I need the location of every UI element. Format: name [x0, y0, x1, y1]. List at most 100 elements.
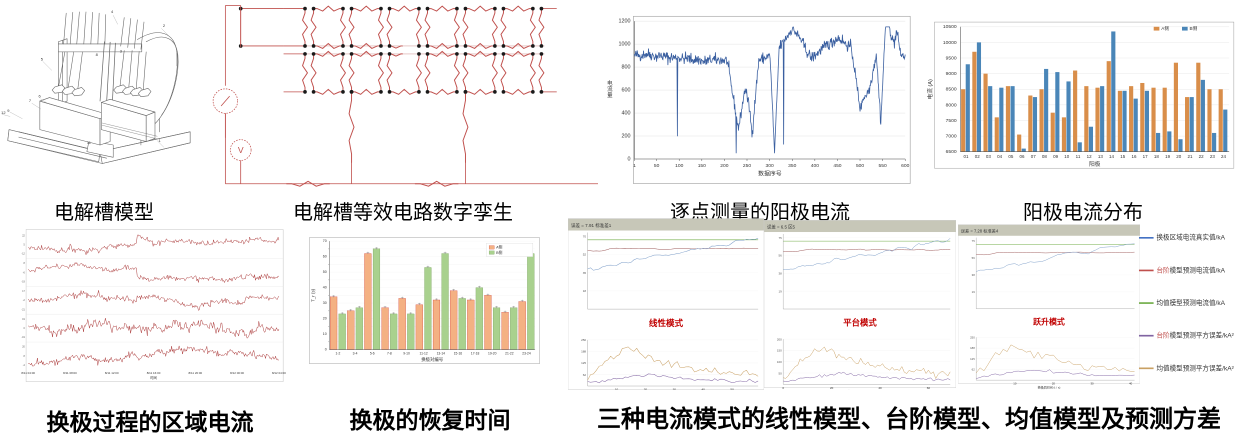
svg-text:40: 40 — [323, 286, 327, 290]
svg-text:40: 40 — [1129, 381, 1133, 385]
svg-text:阳极: 阳极 — [1089, 160, 1101, 168]
svg-text:B侧: B侧 — [1190, 25, 1198, 32]
svg-text:0: 0 — [628, 156, 631, 162]
svg-text:100: 100 — [777, 360, 782, 364]
svg-text:7: 7 — [29, 98, 31, 103]
svg-text:3-4: 3-4 — [353, 351, 358, 355]
svg-text:-21: -21 — [21, 309, 25, 311]
svg-text:800: 800 — [621, 65, 630, 71]
svg-text:08: 08 — [1042, 154, 1047, 159]
svg-text:50: 50 — [778, 371, 782, 375]
svg-text:60: 60 — [323, 255, 327, 259]
svg-text:换极区域电流真实值/kA: 换极区域电流真实值/kA — [1157, 233, 1226, 242]
svg-text:23-24: 23-24 — [522, 351, 531, 355]
svg-text:5: 5 — [24, 245, 26, 247]
svg-text:8000: 8000 — [946, 102, 957, 108]
svg-text:6500: 6500 — [946, 149, 957, 155]
svg-text:07: 07 — [1031, 154, 1036, 159]
svg-text:500: 500 — [856, 163, 864, 169]
svg-text:12: 12 — [1, 110, 5, 115]
svg-text:8/11 12:00: 8/11 12:00 — [105, 371, 119, 375]
svg-text:均值模型预测电流值/kA: 均值模型预测电流值/kA — [1157, 298, 1226, 307]
svg-text:-6: -6 — [23, 272, 26, 274]
svg-text:56: 56 — [972, 256, 976, 260]
svg-text:时间: 时间 — [150, 375, 157, 380]
svg-text:A侧: A侧 — [1161, 25, 1169, 32]
svg-text:62: 62 — [583, 373, 587, 377]
svg-text:01: 01 — [964, 154, 969, 159]
svg-text:8/11 04:00: 8/11 04:00 — [21, 371, 35, 375]
svg-text:125: 125 — [581, 361, 586, 365]
svg-text:30: 30 — [1091, 381, 1095, 385]
svg-text:17-18: 17-18 — [471, 351, 480, 355]
svg-text:35: 35 — [583, 271, 587, 275]
svg-text:-19: -19 — [21, 282, 25, 284]
svg-text:7500: 7500 — [946, 118, 957, 124]
svg-text:-12: -12 — [21, 254, 25, 256]
svg-text:-2: -2 — [23, 300, 26, 302]
svg-text:38: 38 — [972, 273, 976, 277]
svg-text:75: 75 — [972, 239, 976, 243]
svg-text:70: 70 — [323, 239, 327, 243]
svg-text:04: 04 — [997, 154, 1002, 159]
svg-text:13: 13 — [1098, 154, 1103, 159]
svg-text:400: 400 — [621, 111, 630, 117]
svg-text:19: 19 — [778, 289, 782, 293]
svg-text:7-8: 7-8 — [387, 351, 392, 355]
svg-text:24: 24 — [1221, 154, 1226, 159]
svg-text:量: 量 — [607, 92, 613, 99]
svg-text:9: 9 — [7, 108, 9, 113]
svg-text:换极后时间 (t / s): 换极后时间 (t / s) — [1038, 385, 1061, 390]
svg-text:19-20: 19-20 — [488, 351, 497, 355]
svg-text:20: 20 — [1052, 381, 1056, 385]
svg-text:16: 16 — [1131, 154, 1136, 159]
svg-text:62: 62 — [972, 368, 976, 372]
svg-text:20: 20 — [323, 317, 327, 321]
svg-text:13-14: 13-14 — [437, 351, 446, 355]
svg-text:11: 11 — [87, 140, 91, 145]
svg-text:05: 05 — [1008, 154, 1013, 159]
svg-text:7000: 7000 — [946, 134, 957, 140]
svg-text:误差 = 7.91 标准差1: 误差 = 7.91 标准差1 — [571, 222, 612, 229]
svg-text:125: 125 — [970, 357, 975, 361]
svg-text:8/11 16:00: 8/11 16:00 — [147, 371, 161, 375]
svg-text:03: 03 — [986, 154, 991, 159]
svg-text:300: 300 — [766, 163, 774, 169]
svg-text:06: 06 — [1020, 154, 1025, 159]
svg-text:误差 = 7.28 标准差4: 误差 = 7.28 标准差4 — [961, 227, 999, 234]
svg-text:52: 52 — [583, 253, 587, 257]
svg-text:V: V — [238, 145, 244, 155]
svg-text:50: 50 — [654, 163, 660, 169]
svg-text:400: 400 — [811, 163, 819, 169]
svg-text:250: 250 — [581, 338, 586, 342]
svg-text:150: 150 — [777, 349, 782, 353]
svg-text:电: 电 — [607, 79, 613, 87]
svg-text:12: 12 — [1087, 154, 1092, 159]
svg-text:14: 14 — [1109, 154, 1114, 159]
svg-text:T_r (s): T_r (s) — [311, 288, 316, 302]
svg-text:450: 450 — [833, 163, 841, 169]
svg-text:5-6: 5-6 — [370, 351, 375, 355]
svg-text:8: 8 — [24, 356, 26, 358]
svg-text:19: 19 — [972, 290, 976, 294]
svg-text:10500: 10500 — [943, 24, 957, 30]
svg-text:电流 (A): 电流 (A) — [926, 79, 934, 99]
svg-text:0: 0 — [325, 348, 327, 352]
svg-text:8500: 8500 — [946, 87, 957, 93]
svg-text:11: 11 — [1076, 154, 1081, 159]
svg-text:50: 50 — [730, 388, 734, 390]
svg-text:17: 17 — [22, 291, 25, 293]
svg-text:均值模型预测平方误差/kA²: 均值模型预测平方误差/kA² — [1157, 363, 1235, 372]
svg-text:600: 600 — [621, 88, 630, 94]
svg-text:换极对编号: 换极对编号 — [421, 356, 444, 363]
svg-text:50: 50 — [323, 270, 327, 274]
svg-text:台阶模型预测电流值/kA: 台阶模型预测电流值/kA — [1157, 265, 1226, 274]
svg-text:10: 10 — [615, 388, 619, 390]
svg-text:20: 20 — [644, 388, 648, 390]
svg-text:550: 550 — [879, 163, 887, 169]
svg-text:1: 1 — [633, 163, 636, 169]
svg-text:8: 8 — [24, 263, 26, 265]
svg-text:75: 75 — [778, 236, 782, 240]
svg-text:15-16: 15-16 — [454, 351, 463, 355]
svg-text:22: 22 — [22, 235, 25, 237]
